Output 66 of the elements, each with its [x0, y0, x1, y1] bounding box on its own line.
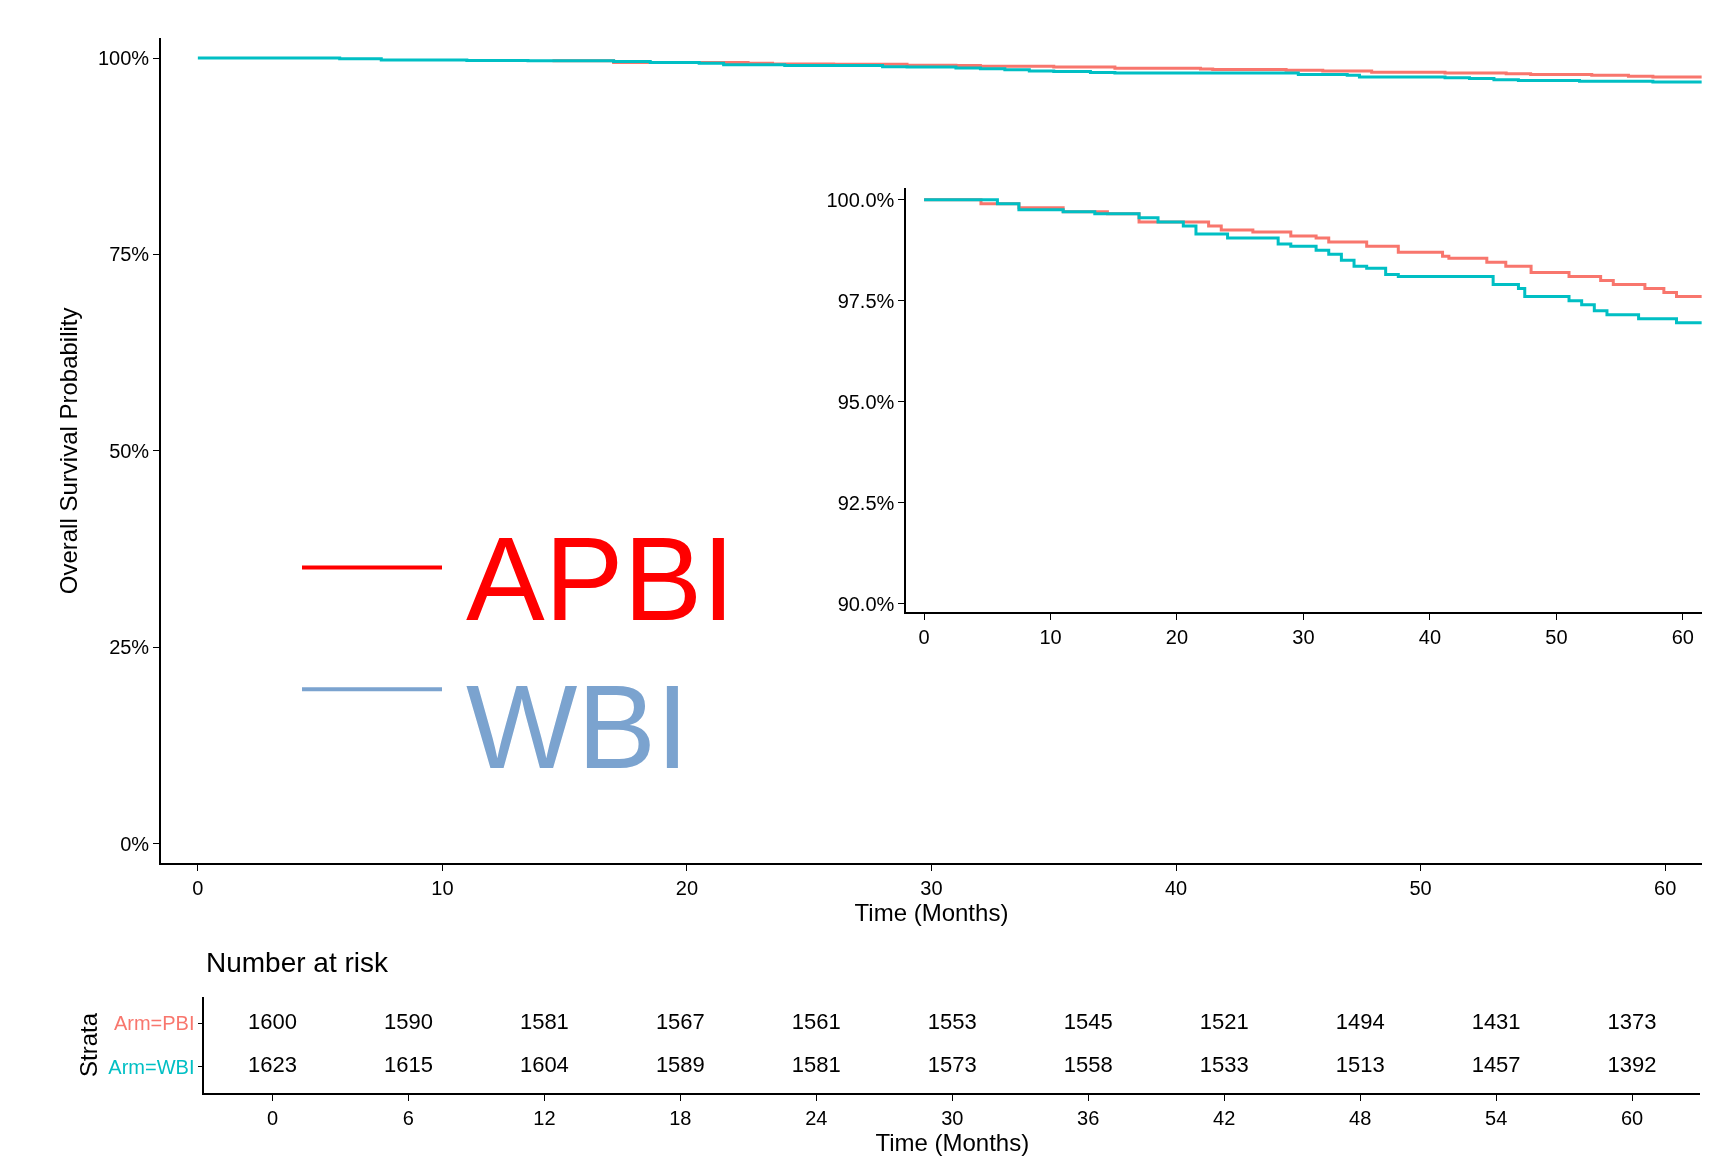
x-tick-label: 54 — [1485, 1106, 1508, 1129]
data-label: 1553 — [927, 1008, 977, 1034]
chart-title: Number at risk — [206, 947, 390, 978]
data-label: 1431 — [1471, 1008, 1521, 1034]
y-tick-label: 100% — [98, 47, 150, 70]
data-label: 1494 — [1335, 1008, 1385, 1034]
x-tick-label: 60 — [1654, 877, 1677, 900]
x-tick-label: 10 — [431, 877, 454, 900]
x-axis-title: Time (Months) — [854, 899, 1009, 927]
x-tick-label: 50 — [1409, 877, 1432, 900]
x-tick-label: 10 — [1039, 625, 1062, 648]
y-tick-label: Arm=PBI — [113, 1012, 195, 1035]
x-tick-label: 60 — [1671, 625, 1694, 648]
data-label: 1581 — [791, 1052, 841, 1078]
y-axis-title: Overall Survival Probability — [54, 307, 82, 595]
data-label: 1457 — [1471, 1052, 1521, 1078]
x-tick-label: 0 — [266, 1106, 279, 1129]
data-label: 1567 — [655, 1008, 705, 1034]
data-label: 1615 — [383, 1052, 433, 1078]
data-label: 1589 — [655, 1052, 705, 1078]
y-tick-label: 50% — [109, 439, 150, 462]
data-label: 1561 — [791, 1008, 841, 1034]
y-tick-label: 95.0% — [837, 390, 895, 413]
x-tick-label: 18 — [669, 1106, 692, 1129]
x-tick-label: 6 — [402, 1106, 414, 1129]
data-label: 1533 — [1199, 1052, 1249, 1078]
data-label: 1604 — [519, 1052, 569, 1078]
x-tick-label: 12 — [533, 1106, 556, 1129]
x-tick-label: 50 — [1545, 625, 1568, 648]
y-axis-title: Strata — [74, 1012, 102, 1078]
x-tick-label: 60 — [1620, 1106, 1644, 1129]
x-tick-label: 30 — [920, 877, 943, 900]
annotation: WBI — [466, 661, 689, 793]
annotation: APBI — [466, 513, 735, 645]
data-label: 1521 — [1199, 1008, 1249, 1034]
y-tick-label: 75% — [109, 243, 150, 266]
x-tick-label: 24 — [805, 1106, 828, 1129]
data-label: 1545 — [1063, 1008, 1113, 1034]
x-tick-label: 30 — [941, 1106, 964, 1129]
y-tick-label: Arm=WBI — [108, 1055, 195, 1078]
x-axis-title: Time (Months) — [875, 1128, 1030, 1156]
data-label: 1600 — [248, 1008, 297, 1034]
data-label: 1513 — [1335, 1052, 1385, 1078]
y-tick-label: 90.0% — [837, 592, 895, 615]
y-tick-label: 25% — [109, 636, 150, 659]
x-tick-label: 20 — [675, 877, 699, 900]
x-tick-label: 40 — [1418, 625, 1442, 648]
y-tick-label: 97.5% — [837, 289, 895, 312]
x-tick-label: 30 — [1292, 625, 1315, 648]
data-label: 1392 — [1607, 1052, 1657, 1078]
data-label: 1623 — [248, 1052, 297, 1078]
x-tick-label: 0 — [918, 625, 930, 648]
data-label: 1373 — [1607, 1008, 1657, 1034]
x-tick-label: 40 — [1164, 877, 1188, 900]
data-label: 1581 — [519, 1008, 569, 1034]
x-tick-label: 0 — [192, 877, 204, 900]
data-label: 1573 — [927, 1052, 977, 1078]
y-tick-label: 0% — [120, 832, 150, 855]
x-tick-label: 42 — [1213, 1106, 1236, 1129]
x-tick-label: 36 — [1077, 1106, 1100, 1129]
data-label: 1558 — [1063, 1052, 1113, 1078]
data-label: 1590 — [383, 1008, 433, 1034]
x-tick-label: 48 — [1349, 1106, 1372, 1129]
x-tick-label: 20 — [1165, 625, 1189, 648]
y-tick-label: 100.0% — [826, 188, 895, 211]
y-tick-label: 92.5% — [837, 491, 895, 514]
